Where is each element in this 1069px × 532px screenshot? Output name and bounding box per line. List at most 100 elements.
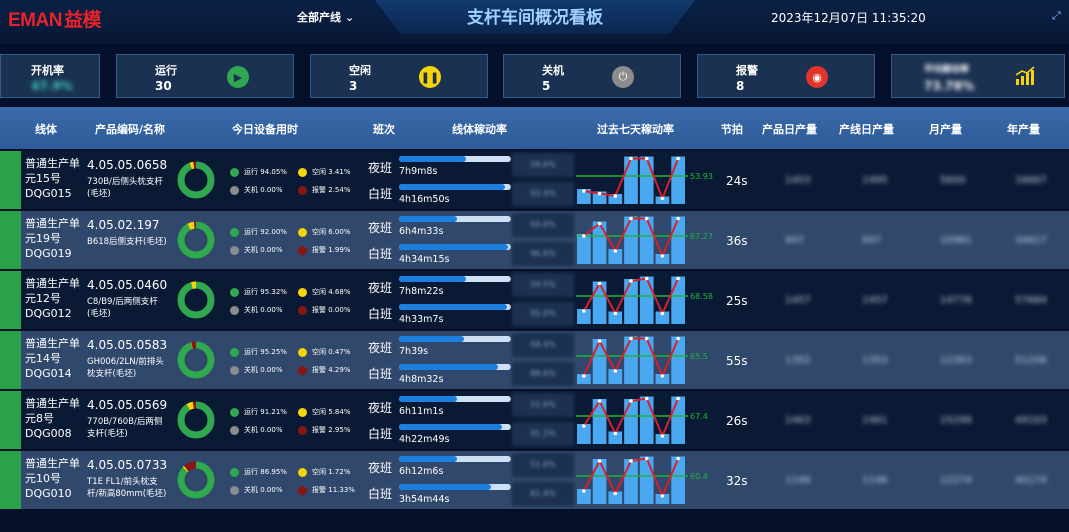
spark-point [597,221,602,226]
donut-segment [177,341,215,379]
night-rate: 59.5% [512,273,574,297]
beat-value: 24s [726,174,748,188]
running-dot [230,227,239,237]
off-dot [230,185,239,195]
day-progress [399,484,511,490]
avg-label: 68.58 [690,292,713,301]
avg-label: 67.27 [690,232,713,241]
table-row[interactable]: 普通生产单元15号 DQG015 4.05.05.0658 730B/后侧头枕支杆(毛… [0,151,1069,209]
night-rate: 50.6% [512,213,574,237]
night-rate: 58.4% [512,333,574,357]
legend-running: 运行 95.25% [230,347,287,357]
unit-code: DQG015 [25,187,72,200]
monthly-value: 12363 [940,355,972,366]
legend-off: 关机 0.00% [230,365,282,375]
legend-value: 0.00% [260,246,283,254]
day-rate: 96.6% [512,242,574,266]
spark-bar [592,399,607,444]
night-progress-fill [399,396,458,402]
table-row[interactable]: 普通生产单元10号 DQG010 4.05.05.0733 T1E FL1/前头枕支杆… [0,451,1069,509]
legend-label: 运行 [244,348,258,356]
shift-day: 白班 [368,247,393,261]
unit-name: 普通生产单元15号 DQG015 [25,156,87,201]
spark-bar [577,234,591,264]
usage-donut [177,401,215,439]
line-daily-value: 1495 [862,175,888,186]
legend-label: 报警 [312,426,326,434]
legend-value: 6.00% [328,228,351,236]
shift-night: 夜班 [368,281,393,295]
spark-point [660,254,665,258]
night-rate: 51.6% [512,393,574,417]
legend-value: 2.95% [328,426,351,434]
spark-point [582,489,586,493]
legend-label: 空闲 [312,288,326,296]
spark-point [660,434,665,438]
chart-up-icon [1015,66,1035,85]
table-row[interactable]: 普通生产单元14号 DQG014 4.05.05.0583 GH006/2LN/前排头… [0,331,1069,389]
card-label: 报警 [736,64,758,77]
spark-bar [608,311,623,324]
legend-value: 86.95% [260,468,287,476]
col-seven-day: 过去七天稼动率 [597,123,674,136]
fullscreen-icon[interactable]: ⤢ [1052,9,1061,22]
spark-bar [671,396,685,444]
legend-idle: 空闲 5.84% [298,407,350,417]
spark-bar [671,456,685,504]
legend-off: 关机 0.00% [230,305,282,315]
spark-bar [671,276,685,324]
card-value: 30 [155,79,172,93]
spark-point [613,369,618,373]
unit-code: DQG014 [25,367,72,380]
legend-label: 关机 [244,306,258,314]
night-progress [399,156,511,162]
table-row[interactable]: 普通生产单元19号 DQG019 4.05.02.197 B618后侧支杆(毛坯) 运行… [0,211,1069,269]
idle-dot [298,227,307,237]
unit-code: DQG010 [25,487,72,500]
legend-label: 运行 [244,228,258,236]
legend-label: 报警 [312,246,326,254]
table-row[interactable]: 普通生产单元8号 DQG008 4.05.05.0569 770B/760B/后两侧支… [0,391,1069,449]
spark-bar [639,276,654,324]
line-daily-value: 1457 [862,295,888,306]
legend-value: 3.41% [328,168,351,176]
donut-segment [177,341,215,379]
legend-label: 报警 [312,486,326,494]
legend-value: 0.00% [260,306,283,314]
spark-bar [655,374,670,384]
product-code: 4.05.05.0583 [87,338,168,352]
yearly-value: 40174 [1015,475,1047,486]
unit-label: 普通生产单元12号 [25,277,80,305]
spark-bar [624,459,638,504]
unit-code: DQG008 [25,427,72,440]
spark-bar [592,221,607,264]
donut-segment [177,461,215,499]
spark-bar [608,369,623,384]
table-row[interactable]: 普通生产单元12号 DQG012 4.05.05.0460 C8/B9/后两侧支杆(毛… [0,271,1069,329]
off-dot [230,245,239,255]
unit-label: 普通生产单元15号 [25,157,80,185]
card-alarm: 报警 8 ◉ [697,54,875,98]
spark-bar [577,189,591,204]
running-dot [230,347,239,357]
legend-label: 运行 [244,288,258,296]
line-daily-value: 1461 [862,415,888,426]
spark-bar [655,311,670,324]
off-dot [230,485,239,495]
card-value: 5 [542,79,551,93]
seven-day-chart: 60.4 [576,456,708,504]
legend-label: 运行 [244,468,258,476]
night-duration: 6h12m6s [399,466,444,477]
title-plate [375,0,695,34]
spark-bar [608,194,623,204]
product-code: 4.05.02.197 [87,218,160,232]
card-label: 开机率 [31,64,64,77]
spark-point [597,281,602,286]
night-duration: 6h4m33s [399,226,444,237]
monthly-value: 10981 [940,235,972,246]
alarm-dot [298,245,307,255]
day-progress-fill [399,424,503,430]
line-select-dropdown[interactable]: 全部产线 ⌄ [297,9,354,25]
night-progress-fill [399,216,458,222]
usage-donut [177,341,215,379]
